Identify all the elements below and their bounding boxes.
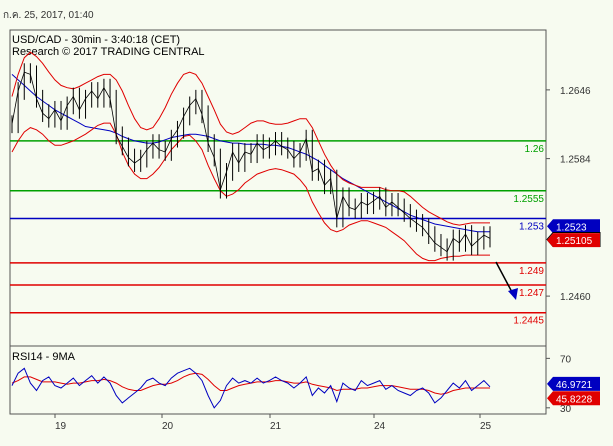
price-y-axis: 1.2646 1.2584 1.2460 70 30: [546, 86, 591, 415]
rsi-panel-frame: [9, 345, 547, 415]
timestamp: ก.ค. 25, 2017, 01:40: [3, 10, 94, 21]
price-tag-label-2: 1.25105: [556, 236, 593, 247]
x-tick-label-4: 25: [480, 421, 492, 432]
chart-subtitle: Research © 2017 TRADING CENTRAL: [12, 46, 205, 58]
level-label-3: 1.249: [519, 266, 544, 277]
level-label-2: 1.253: [519, 221, 544, 232]
level-label-0: 1.26: [525, 144, 545, 155]
price-tick-label-0: 1.2646: [560, 86, 591, 97]
rsi-series: 46.9721 45.8228: [11, 367, 600, 409]
level-label-1: 1.2555: [513, 194, 544, 205]
price-tag-0: [547, 219, 600, 234]
level-label-4: 1.247: [519, 288, 544, 299]
forecast-arrow: [495, 261, 518, 300]
price-tag-label-0: 1.2523: [556, 222, 587, 233]
price-tag-2: [547, 233, 600, 248]
rsi-tag-label-1: 45.8228: [556, 394, 593, 405]
level-label-5: 1.2445: [513, 316, 544, 327]
time-x-axis: 19 20 21 24 25: [54, 414, 492, 432]
rsi-tag-label-0: 46.9721: [556, 380, 593, 391]
band-line-3: [11, 122, 490, 262]
rsi-tag-1: [547, 391, 600, 406]
x-tick-label-1: 20: [162, 421, 174, 432]
price-tick-label-1: 1.2584: [560, 155, 591, 166]
x-tick-label-0: 19: [55, 421, 67, 432]
support-resistance-levels: 1.26 1.2555 1.253 1.249 1.247 1.2445: [10, 140, 546, 327]
price-series: [11, 63, 491, 261]
rsi-line-1: [11, 367, 491, 409]
rsi-title: RSI14 - 9MA: [12, 351, 76, 363]
rsi-tick-label-1: 30: [560, 404, 572, 415]
chart-title: USD/CAD - 30min - 3:40:18 (CET): [12, 34, 180, 46]
price-tick-label-2: 1.2460: [560, 292, 591, 303]
price-line: [11, 71, 491, 253]
band-line-2: [11, 51, 490, 226]
rsi-tick-label-0: 70: [560, 354, 572, 365]
x-tick-label-2: 21: [270, 421, 282, 432]
x-tick-label-3: 24: [374, 421, 386, 432]
rsi-tag-0: [547, 376, 600, 391]
